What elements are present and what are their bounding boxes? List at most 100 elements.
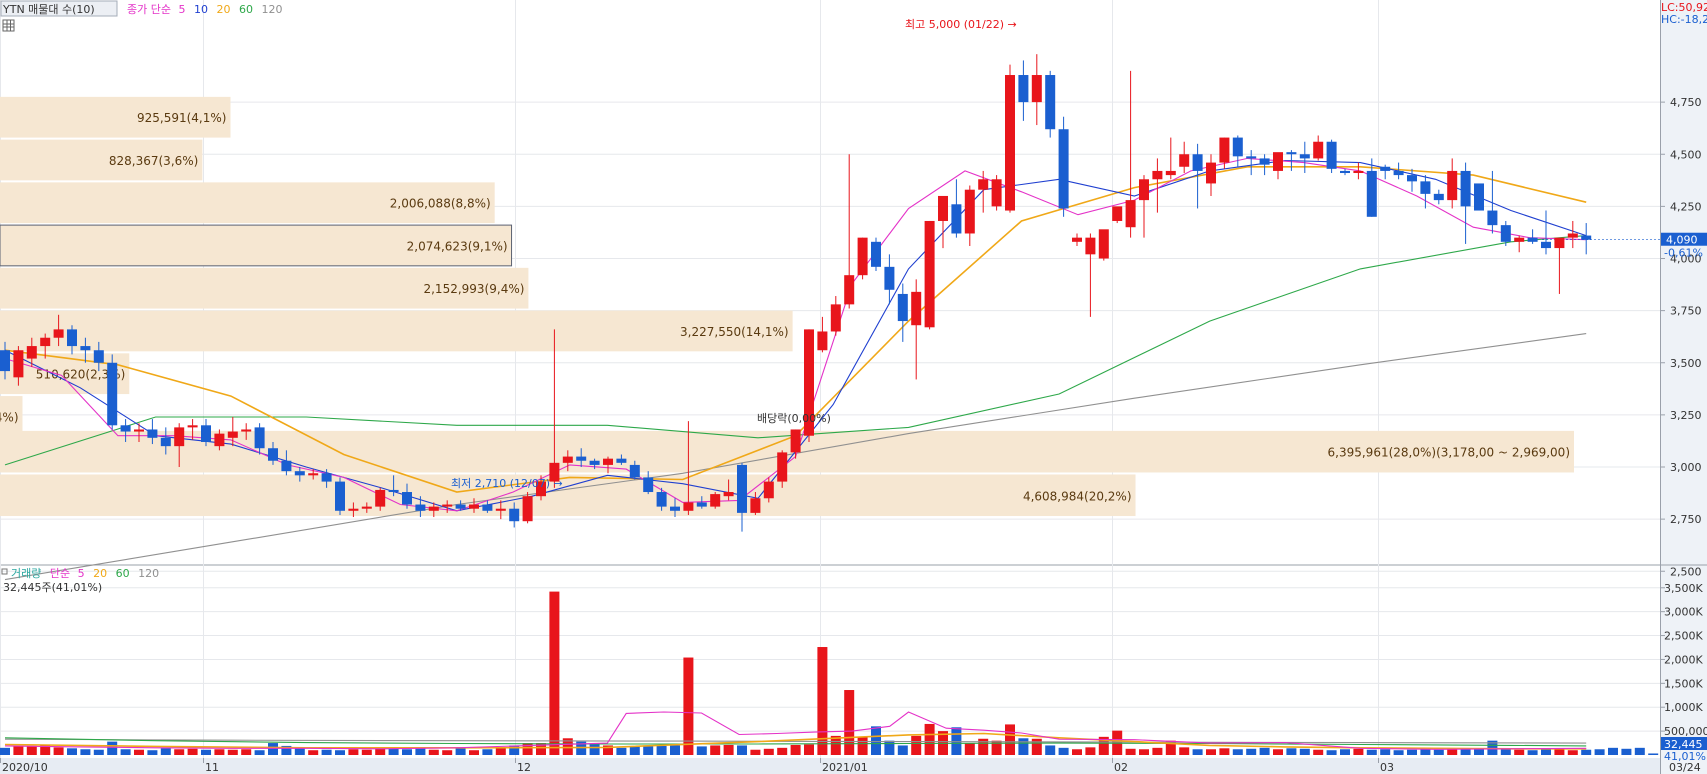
ma-label: 종가 단순 <box>127 3 171 16</box>
candle-body <box>147 429 158 438</box>
volume-bar <box>428 749 439 755</box>
volume-bar <box>1380 749 1391 755</box>
date-tick-label: 2020/10 <box>2 761 48 774</box>
volume-bar <box>1407 749 1417 755</box>
volume-bar <box>1594 749 1605 755</box>
price-tick-label: 3,750 <box>1670 305 1702 318</box>
volume-bar <box>1460 748 1471 755</box>
volume-profile-band <box>0 182 495 224</box>
candle-body <box>1045 75 1056 130</box>
dividend-annotation: 배당락(0,00%) <box>757 412 831 425</box>
volume-toggle-icon[interactable] <box>1 568 8 575</box>
volume-bar <box>93 749 104 755</box>
candle-body <box>120 425 131 432</box>
candle-body <box>13 350 24 378</box>
price-tick-label: 4,250 <box>1670 200 1702 213</box>
candle-body <box>67 329 77 347</box>
candle-body <box>978 179 989 190</box>
volume-bar <box>482 749 493 755</box>
candle-body <box>40 337 51 347</box>
candle-body <box>911 291 922 326</box>
volume-bar <box>991 740 1002 755</box>
volume-bar <box>964 743 975 755</box>
volume-bar <box>844 690 855 755</box>
volume-bar <box>1259 747 1270 755</box>
volume-profile: 925,591(4,1%) 828,367(3,6%) 2,006,088(8,8%… <box>0 96 1574 517</box>
volume-bar <box>160 748 171 755</box>
candle-body <box>241 429 252 432</box>
candle-body <box>388 489 399 493</box>
volume-bar <box>1058 747 1069 755</box>
volume-bar <box>670 745 680 755</box>
volume-tick-label: 2,500K <box>1664 630 1703 643</box>
volume-bar <box>1567 750 1578 755</box>
volume-bar <box>897 745 908 755</box>
candle-body <box>844 275 855 305</box>
volume-bar <box>80 749 91 755</box>
volume-bar <box>629 746 640 755</box>
volume-ma-120-label: 120 <box>138 567 159 580</box>
candle-body <box>1380 166 1391 171</box>
candle-body <box>737 464 747 513</box>
candle-body <box>1031 75 1042 103</box>
volume-profile-band <box>0 267 529 309</box>
candle-body <box>335 481 345 511</box>
volume-moving-averages <box>4 711 1587 750</box>
volume-bar <box>871 726 881 755</box>
volume-bar <box>388 748 399 755</box>
candle-body <box>1098 229 1109 259</box>
current-volume-ratio: 41,01% <box>1664 750 1706 763</box>
volume-profile-label: 828,367(3,6%) <box>109 154 198 168</box>
candle-body <box>777 452 788 482</box>
volume-bar <box>455 748 466 755</box>
volume-bar <box>147 750 158 755</box>
volume-bar <box>643 745 654 755</box>
candle-body <box>268 448 278 461</box>
indicator-title-box[interactable] <box>0 0 118 17</box>
volume-bar <box>268 743 278 755</box>
volume-bar <box>1018 738 1029 755</box>
volume-profile-label: 6,395,961(28,0%)(3,178,00 ~ 2,969,00) <box>1328 446 1570 460</box>
hc-readout: HC:-18,2 <box>1661 13 1707 26</box>
candle-body <box>174 427 185 447</box>
volume-bar <box>710 745 721 755</box>
volume-bar <box>1031 738 1042 755</box>
grid-toggle-icon[interactable] <box>2 19 15 32</box>
candle-body <box>1567 233 1578 238</box>
candle-body <box>804 329 814 436</box>
volume-bar <box>723 744 734 755</box>
candle-body <box>964 189 975 234</box>
candle-body <box>696 502 707 507</box>
candle-body <box>321 473 332 482</box>
candle-body <box>991 179 1002 207</box>
price-axis-ticks: 4,750 4,500 4,250 4,000 3,750 3,500 3,250 3,000… <box>1660 96 1702 578</box>
candle-body <box>1286 152 1297 155</box>
volume-bar <box>415 747 426 755</box>
date-axis-ticks: 2020/10 11 12 2021/01 02 03 03/24 <box>0 758 1701 774</box>
candle-body <box>817 331 828 351</box>
candle-body <box>1125 200 1136 228</box>
ma-20-label: 20 <box>216 3 230 16</box>
candle-body <box>1541 241 1551 249</box>
volume-bar <box>978 738 989 755</box>
candle-body <box>1353 170 1364 174</box>
current-volume-box <box>1661 737 1707 750</box>
ma-10-label: 10 <box>194 3 208 16</box>
candle-body <box>536 481 546 497</box>
candle-body <box>509 508 520 522</box>
date-tick-label: 2021/01 <box>822 761 868 774</box>
volume-bar <box>442 750 453 755</box>
candle-body <box>1527 237 1538 242</box>
volume-profile-band <box>0 224 513 267</box>
volume-bar <box>1072 749 1082 755</box>
volume-bar <box>1273 749 1283 755</box>
volume-ma120-line <box>4 738 1587 744</box>
price-tick-label: 2,500 <box>1670 565 1702 578</box>
candle-body <box>1313 141 1324 159</box>
volume-bar <box>227 749 238 755</box>
volume-bar <box>683 657 694 755</box>
x-axis-bar <box>0 758 1707 774</box>
volume-bar <box>26 745 37 755</box>
candle-body <box>1554 237 1565 249</box>
